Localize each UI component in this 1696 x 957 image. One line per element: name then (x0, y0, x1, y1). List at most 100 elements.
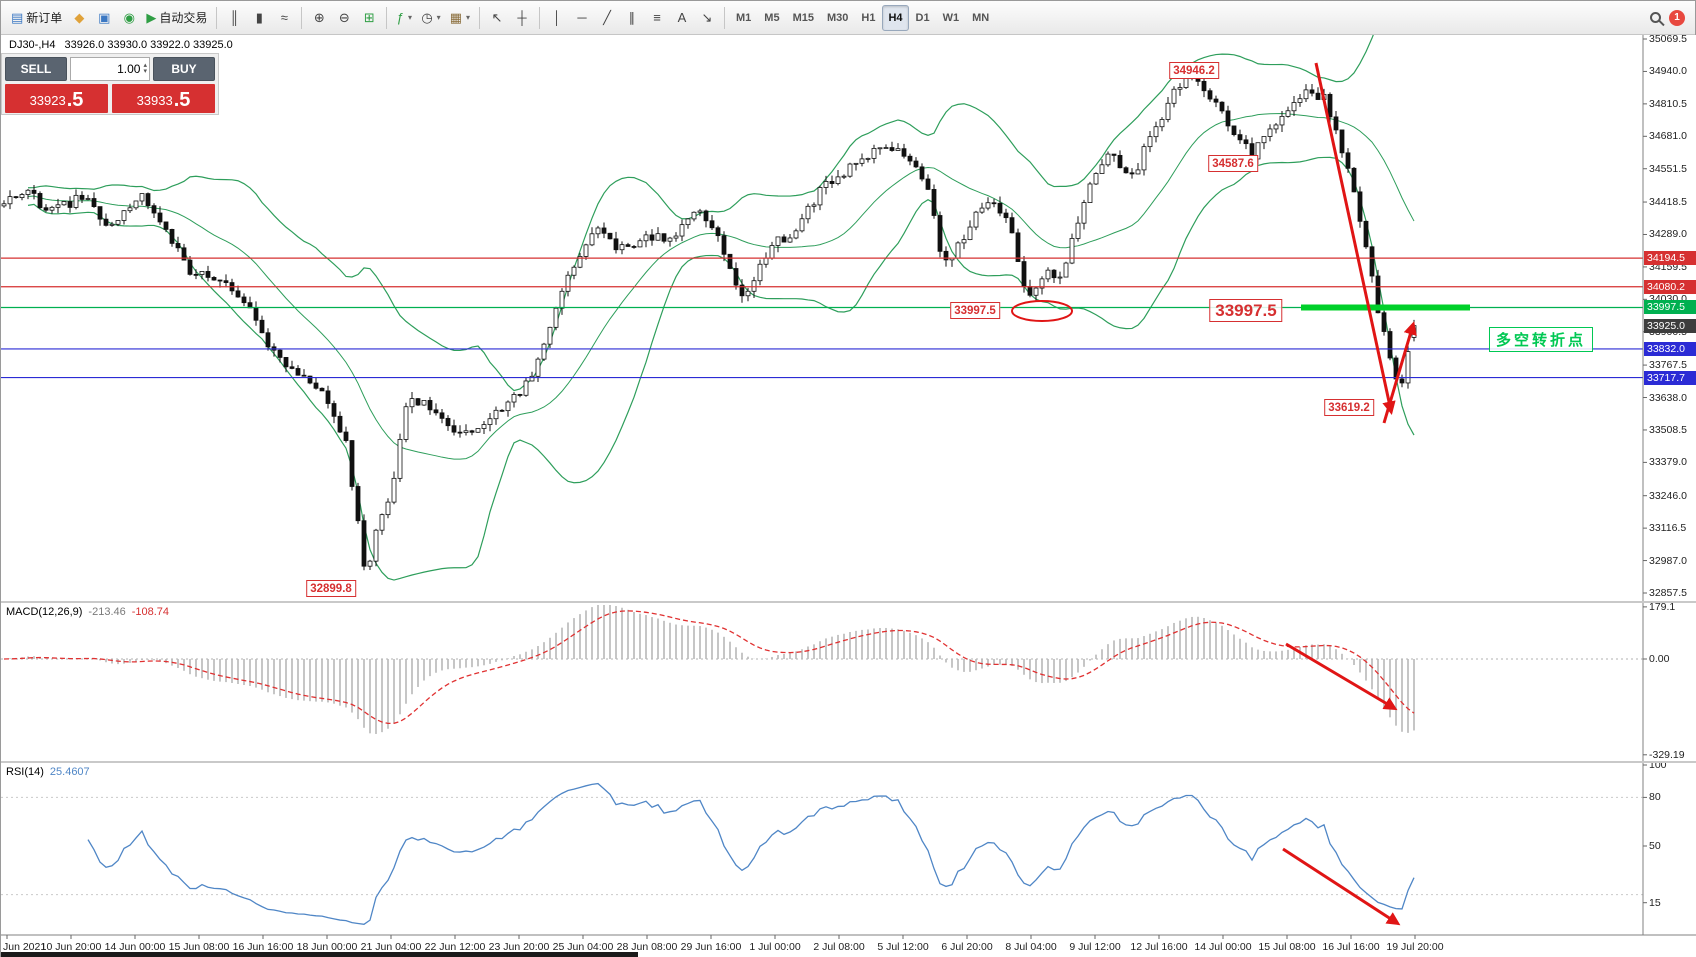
text-button[interactable]: A (670, 5, 694, 31)
rsi-name: RSI(14) (6, 766, 44, 778)
time-axis-label: 10 Jun 20:00 (40, 941, 102, 953)
arrow-tool-button[interactable]: ↘ (695, 5, 719, 31)
key-level-label: 33997.5 (1209, 299, 1283, 322)
periods-button[interactable]: ◷ ▾ (417, 5, 444, 31)
channel-icon: ∥ (628, 10, 636, 25)
dropdown-arrow-icon: ▾ (407, 13, 412, 22)
fibonacci-button[interactable]: ≡ (645, 5, 669, 31)
zoom-out-icon: ⊖ (338, 10, 350, 25)
macd-main-value: -213.46 (88, 606, 126, 618)
candles-chart-button[interactable]: ▮ (247, 5, 271, 31)
rsi-axis-tick: 50 (1649, 840, 1661, 852)
timeframe-m1-button[interactable]: M1 (736, 11, 752, 24)
new-order-button[interactable]: ▤ 新订单 (7, 5, 66, 31)
time-axis-label: 28 Jun 08:00 (616, 941, 678, 953)
sell-price-main: 33923 (29, 93, 66, 108)
tile-windows-button[interactable]: ⊞ (357, 5, 381, 31)
price-line-label: 33925.0 (1644, 318, 1696, 333)
notification-badge[interactable]: 1 (1669, 9, 1685, 26)
price-axis-tick: 35069.5 (1649, 33, 1687, 45)
spinner-up-icon[interactable]: ▴ (143, 62, 147, 69)
macd-name: MACD(12,26,9) (6, 606, 83, 618)
cursor-button[interactable]: ↖ (485, 5, 509, 31)
toolbar-separator (386, 6, 388, 29)
toolbar-right-group: 1 (1650, 9, 1689, 26)
templates-icon: ▦ (449, 10, 462, 25)
horizontal-line-button[interactable]: ─ (570, 5, 594, 31)
indicators-icon: ƒ (396, 10, 404, 25)
new-order-icon: ▤ (11, 10, 24, 25)
indicators-button[interactable]: ƒ ▾ (392, 5, 416, 31)
volume-value: 1.00 (117, 62, 141, 76)
depth-of-market-icon[interactable]: ▣ (92, 5, 116, 31)
horizontal-scrollbar[interactable] (1, 952, 638, 957)
timeframe-mn-button[interactable]: MN (972, 11, 990, 24)
volume-field[interactable]: 1.00 ▴ ▾ (70, 57, 150, 81)
chart-canvas[interactable] (1, 35, 1696, 957)
time-axis-label: 22 Jun 12:00 (424, 941, 486, 953)
macd-axis-tick: -329.19 (1649, 748, 1685, 761)
price-line-label: 33832.0 (1644, 341, 1696, 356)
spinner-down-icon[interactable]: ▾ (143, 68, 147, 75)
time-axis-label: 14 Jul 00:00 (1194, 941, 1252, 953)
time-axis-label: 5 Jul 12:00 (877, 941, 929, 953)
sell-button[interactable]: SELL (5, 57, 67, 81)
price-axis-tick: 33379.0 (1649, 456, 1687, 469)
auto-trading-button[interactable]: ▶ 自动交易 (142, 5, 211, 31)
timeframe-h4-button[interactable]: H4 (882, 4, 909, 31)
price-annotation-label: 33619.2 (1324, 399, 1374, 416)
price-annotation-label: 34946.2 (1169, 62, 1219, 79)
price-axis-tick: 34810.5 (1649, 97, 1687, 110)
crosshair-icon: ┼ (517, 10, 527, 25)
price-axis-tick: 34289.0 (1649, 228, 1687, 241)
alert-icon-icon: ◉ (123, 10, 135, 25)
timeframe-d1-button[interactable]: D1 (915, 11, 930, 24)
chart-ohlc-label: DJ30-,H4 33926.0 33930.0 33922.0 33925.0 (9, 39, 239, 51)
time-axis-label: 2 Jul 08:00 (813, 941, 865, 953)
zoom-in-button[interactable]: ⊕ (307, 5, 331, 31)
arrow-tool-icon: ↘ (701, 10, 713, 25)
line-chart-button[interactable]: ≈ (272, 5, 296, 31)
zoom-out-button[interactable]: ⊖ (332, 5, 356, 31)
text-icon: A (677, 10, 687, 25)
bars-chart-button[interactable]: ║ (222, 5, 246, 31)
price-annotation-label: 33997.5 (950, 302, 1000, 319)
pane-divider[interactable] (1, 601, 1696, 603)
sell-price-display[interactable]: 33923 .5 (5, 84, 108, 113)
price-axis-tick: 32987.0 (1649, 554, 1687, 567)
buy-price-display[interactable]: 33933 .5 (112, 84, 215, 113)
time-axis-label: 25 Jun 04:00 (552, 941, 614, 953)
timeframe-h1-button[interactable]: H1 (861, 11, 876, 24)
buy-price-pips: .5 (173, 89, 191, 111)
time-axis-label: 15 Jun 08:00 (168, 941, 230, 953)
price-axis-tick: 33767.5 (1649, 359, 1687, 372)
channel-button[interactable]: ∥ (620, 5, 644, 31)
one-click-trade-panel: SELL 1.00 ▴ ▾ BUY 33923 .5 33933 .5 (1, 53, 219, 115)
timeframe-w1-button[interactable]: W1 (942, 11, 960, 24)
trendline-button[interactable]: ╱ (595, 5, 619, 31)
quick-deal-icon[interactable]: ◆ (67, 5, 91, 31)
timeframe-m15-button[interactable]: M15 (792, 11, 814, 24)
vertical-line-button[interactable]: │ (545, 5, 569, 31)
timeframe-m30-button[interactable]: M30 (826, 11, 849, 24)
depth-of-market-icon-icon: ▣ (98, 10, 111, 25)
macd-signal-value: -108.74 (131, 606, 170, 618)
new-order-button-label: 新订单 (26, 11, 63, 25)
price-axis-tick: 32857.5 (1649, 587, 1687, 599)
alert-icon[interactable]: ◉ (117, 5, 141, 31)
buy-button[interactable]: BUY (153, 57, 215, 81)
timeframe-m5-button[interactable]: M5 (764, 11, 780, 24)
templates-button[interactable]: ▦ ▾ (446, 5, 474, 31)
rsi-axis-tick: 80 (1649, 791, 1661, 804)
price-axis-tick: 34418.5 (1649, 196, 1687, 209)
pane-divider[interactable] (1, 761, 1696, 763)
bars-chart-icon: ║ (229, 10, 239, 25)
crosshair-button[interactable]: ┼ (510, 5, 534, 31)
volume-spinner[interactable]: ▴ ▾ (143, 62, 147, 75)
toolbar: ▤ 新订单 ◆ ▣ ◉ ▶ 自动交易 ║ ▮ ≈ ⊕ ⊖ ⊞ ƒ ▾ ◷ ▾ ▦ ▾ ↖ ┼ │ ─ ╱ ∥ ≡ A ↘ M1 M5 M15… (1, 1, 1695, 35)
time-axis-label: 15 Jul 08:00 (1258, 941, 1316, 953)
time-axis-label: 14 Jun 00:00 (104, 941, 166, 953)
toolbar-separator (539, 6, 540, 29)
price-axis-tick: 33246.0 (1649, 489, 1687, 502)
search-icon[interactable] (1650, 12, 1661, 23)
